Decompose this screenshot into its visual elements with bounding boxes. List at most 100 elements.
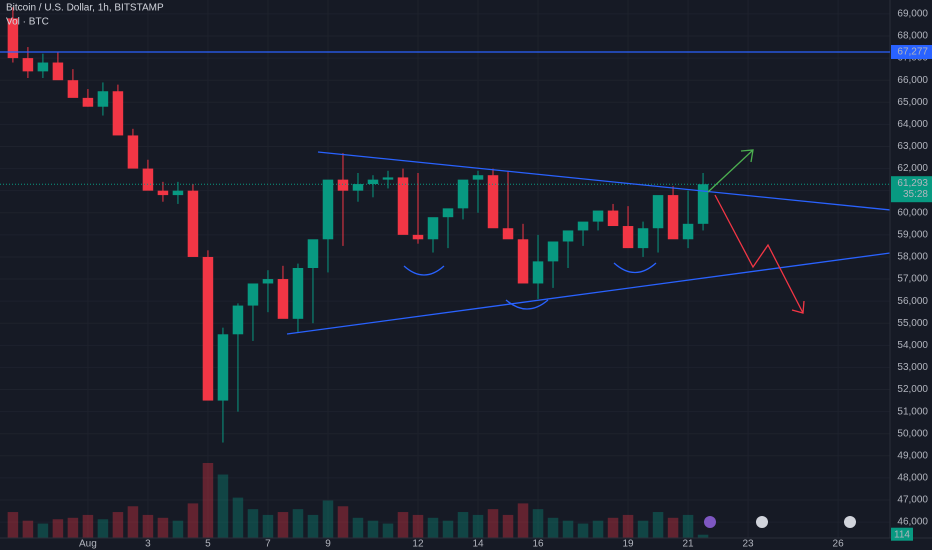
y-tick-label: 54,000 bbox=[897, 340, 928, 351]
y-tick-label: 57,000 bbox=[897, 274, 928, 285]
y-tick-label: 59,000 bbox=[897, 230, 928, 241]
candle-body bbox=[67, 80, 79, 98]
x-tick-label: 23 bbox=[743, 539, 755, 550]
candle-body bbox=[487, 175, 499, 229]
last-price-label: 61,293 bbox=[897, 178, 928, 189]
arc bbox=[505, 299, 549, 310]
y-tick-label: 68,000 bbox=[897, 31, 928, 42]
candle-body bbox=[82, 97, 94, 107]
y-tick-label: 65,000 bbox=[897, 97, 928, 108]
candle-body bbox=[382, 177, 394, 180]
candle-body bbox=[232, 305, 244, 335]
y-tick-label: 66,000 bbox=[897, 75, 928, 86]
y-tick-label: 63,000 bbox=[897, 141, 928, 152]
x-tick-label: 26 bbox=[833, 539, 845, 550]
x-tick-label: 14 bbox=[472, 539, 484, 550]
volume-bar bbox=[562, 520, 574, 538]
candle-body bbox=[622, 226, 634, 249]
volume-bar bbox=[547, 517, 559, 538]
volume-bar bbox=[352, 517, 364, 538]
candle-body bbox=[607, 210, 619, 227]
volume-bar bbox=[262, 514, 274, 538]
x-tick-label: 16 bbox=[532, 539, 544, 550]
volume-bar bbox=[37, 523, 49, 538]
axes: 46,000 47,000 48,000 49,000 50,000 51,000 52,0… bbox=[0, 9, 932, 550]
x-tick-label: 19 bbox=[622, 539, 634, 550]
x-tick-label: 3 bbox=[145, 539, 151, 550]
volume-bar bbox=[652, 512, 664, 538]
volume-bar bbox=[337, 506, 349, 538]
candle-body bbox=[592, 210, 604, 222]
volume-bar bbox=[292, 509, 304, 538]
y-tick-label: 48,000 bbox=[897, 473, 928, 484]
x-tick-label: 9 bbox=[325, 539, 331, 550]
volume-bar bbox=[217, 474, 229, 538]
candle-body bbox=[112, 91, 124, 136]
y-tick-label: 49,000 bbox=[897, 450, 928, 461]
candle-body bbox=[7, 18, 19, 59]
candle-body bbox=[547, 241, 559, 262]
last-price-box bbox=[891, 176, 932, 203]
volume-bar bbox=[472, 514, 484, 538]
candle-body bbox=[307, 239, 319, 269]
arc bbox=[403, 265, 445, 276]
candle-body bbox=[52, 62, 64, 81]
x-tick-label: 21 bbox=[682, 539, 694, 550]
level-label: 67,277 bbox=[897, 47, 928, 58]
y-tick-label: 53,000 bbox=[897, 362, 928, 373]
arc bbox=[613, 262, 657, 274]
event-icon[interactable] bbox=[756, 516, 768, 528]
candles bbox=[0, 7, 890, 443]
volume-bar bbox=[307, 514, 319, 538]
trendline bbox=[317, 151, 921, 214]
volume-bar bbox=[67, 517, 79, 538]
volume-bar bbox=[517, 503, 529, 538]
y-tick-label: 58,000 bbox=[897, 252, 928, 263]
x-tick-label: 7 bbox=[265, 539, 271, 550]
countdown: 35:28 bbox=[903, 189, 928, 200]
price-axis bbox=[890, 0, 932, 550]
volume-bar bbox=[367, 520, 379, 538]
y-tick-label: 51,000 bbox=[897, 406, 928, 417]
volume-bar bbox=[382, 523, 394, 538]
candle-body bbox=[457, 179, 469, 209]
chart-subtitle: Vol · BTC bbox=[6, 17, 49, 28]
candle-body bbox=[277, 279, 289, 319]
y-tick-label: 56,000 bbox=[897, 296, 928, 307]
candle-body bbox=[97, 91, 109, 107]
volume-bar bbox=[532, 509, 544, 538]
candle-body bbox=[127, 135, 139, 169]
volume-bar bbox=[487, 509, 499, 538]
volume-bar bbox=[442, 520, 454, 538]
candle-body bbox=[442, 208, 454, 218]
candle-body bbox=[352, 184, 364, 191]
volume-bar bbox=[52, 519, 64, 538]
volume-bar bbox=[637, 520, 649, 538]
candle-body bbox=[412, 234, 424, 240]
volume-bar bbox=[142, 514, 154, 538]
volume-bar bbox=[502, 514, 514, 538]
volume-bar bbox=[682, 514, 694, 538]
volume-bar bbox=[397, 512, 409, 538]
candle-body bbox=[427, 217, 439, 240]
candle-body bbox=[142, 168, 154, 191]
event-icon[interactable] bbox=[704, 516, 716, 528]
arrow-down bbox=[714, 194, 805, 314]
candle-body bbox=[397, 177, 409, 235]
volume-bar bbox=[232, 497, 244, 538]
volume-bar bbox=[97, 519, 109, 538]
volume-bar bbox=[697, 534, 709, 538]
candle-body bbox=[367, 179, 379, 185]
volume-bar bbox=[247, 509, 259, 538]
candle-body bbox=[262, 279, 274, 284]
x-tick-label: 12 bbox=[412, 539, 424, 550]
event-icon[interactable] bbox=[844, 516, 856, 528]
chart-title: Bitcoin / U.S. Dollar, 1h, BITSTAMP bbox=[6, 3, 164, 14]
volume-bar bbox=[592, 520, 604, 538]
volume-bar bbox=[607, 517, 619, 538]
arrow-up bbox=[707, 149, 754, 193]
volume-bar bbox=[157, 517, 169, 538]
candle-body bbox=[157, 190, 169, 196]
volume-bar bbox=[112, 512, 124, 538]
